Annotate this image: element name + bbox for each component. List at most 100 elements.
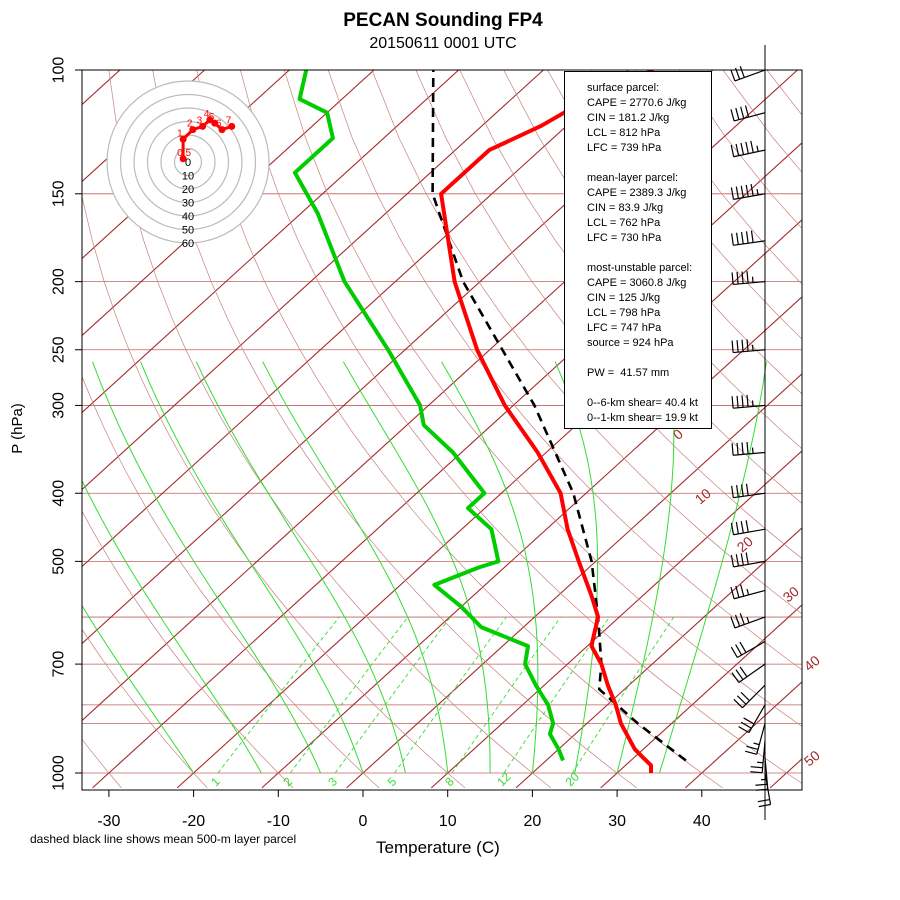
- wind-barb: [731, 230, 766, 246]
- isotherm-line: [346, 373, 802, 789]
- dry-adiabat-line: [108, 70, 552, 789]
- hodograph-ring-label: 0: [185, 157, 191, 169]
- wind-barb-half-flag: [753, 742, 760, 746]
- wind-barb-flag: [744, 105, 750, 118]
- wind-barb-flag: [740, 231, 744, 245]
- wind-barb-flag: [741, 442, 744, 455]
- hodograph-point-label: 1: [177, 128, 183, 139]
- wind-barb-flag: [739, 66, 745, 78]
- wind-barb: [730, 140, 766, 158]
- y-tick-label: 250: [51, 336, 68, 363]
- wind-barb-flag: [758, 803, 771, 808]
- dry-adiabat-line: [283, 70, 802, 727]
- hodograph-point: [228, 122, 236, 130]
- moist-adiabat-line: [195, 361, 406, 774]
- x-tick-label: -10: [267, 813, 290, 830]
- wind-barb-flag: [736, 340, 739, 353]
- wind-barb: [730, 183, 766, 200]
- wind-barb-flag: [736, 695, 747, 705]
- wind-barb-flag: [755, 783, 768, 786]
- mixing-ratio-line: [503, 616, 610, 774]
- hodograph-point: [179, 155, 187, 163]
- x-tick-label: -30: [97, 813, 120, 830]
- wind-barb: [731, 339, 766, 354]
- isotherm-line: [92, 142, 802, 789]
- wind-barb-half-flag: [756, 145, 759, 152]
- x-axis-label: Temperature (C): [376, 838, 500, 857]
- wind-barb-flag: [731, 672, 740, 683]
- wind-barb-flag: [730, 587, 735, 599]
- wind-barb-flag: [745, 231, 749, 244]
- wind-barb: [731, 441, 766, 456]
- hodograph-point-label: 5: [209, 112, 215, 123]
- temperature-profile-line: [439, 70, 655, 773]
- x-tick-label: 40: [693, 813, 711, 830]
- chart-subtitle: 20150611 0001 UTC: [369, 35, 517, 52]
- wind-barb-flag: [730, 187, 735, 200]
- mean-layer-lfc: LFC = 730 hPa: [587, 232, 662, 244]
- wind-barb: [730, 105, 766, 122]
- wind-barb-flag: [740, 484, 744, 497]
- isotherm-line: [600, 604, 802, 789]
- dry-adiabat-line: [678, 70, 802, 230]
- wind-barb: [731, 271, 766, 286]
- wind-barb-flag: [731, 272, 734, 285]
- y-tick-label: 300: [51, 392, 68, 419]
- wind-barb-flag: [739, 613, 745, 625]
- wind-barb-flag: [745, 141, 749, 154]
- dry-adiabat-line: [240, 70, 802, 784]
- hodograph-point: [211, 119, 219, 127]
- y-axis-label: P (hPa): [8, 403, 26, 454]
- dry-adiabat-line: [766, 70, 802, 116]
- wind-barb-flag: [731, 396, 734, 409]
- most-unstable-cape: CAPE = 3060.8 J/kg: [587, 277, 687, 289]
- isotherm-label: 40: [801, 652, 823, 674]
- wind-barb-staff: [764, 757, 769, 790]
- dry-adiabat-line: [371, 70, 802, 615]
- wind-barb-flag: [740, 521, 744, 534]
- hodograph-ring: [173, 147, 203, 177]
- wind-barb: [744, 723, 766, 755]
- y-tick-label: 150: [51, 180, 68, 207]
- moist-adiabat-line: [140, 361, 364, 774]
- wind-barb: [755, 757, 769, 791]
- most-unstable-lfc: LFC = 747 hPa: [587, 322, 662, 334]
- mean-layer-lcl: LCL = 762 hPa: [587, 217, 661, 229]
- wind-barb-flag: [741, 271, 744, 284]
- mixing-ratio-label: 3: [325, 774, 340, 789]
- wind-barb: [731, 394, 766, 409]
- most-unstable-lcl: LCL = 798 hPa: [587, 307, 661, 319]
- precipitable-water: PW = 41.57 mm: [587, 367, 670, 379]
- wind-barb-flag: [740, 142, 745, 155]
- hodograph-ring-label: 50: [182, 225, 194, 237]
- wind-barb-flag: [755, 788, 768, 791]
- hodograph-point: [189, 126, 197, 134]
- wind-barb: [750, 740, 766, 774]
- plot-frame: [81, 69, 803, 791]
- dewpoint-profile-line: [292, 70, 565, 762]
- wind-barb-half-flag: [757, 761, 764, 764]
- y-tick-label: 500: [51, 548, 68, 575]
- hodograph-ring-label: 60: [182, 238, 194, 250]
- wind-barb-flag: [750, 183, 754, 196]
- hodograph-point-label: 3: [197, 115, 203, 126]
- wind-barb-flag: [730, 555, 735, 568]
- parcel-info-panel: surface parcel: CAPE = 2770.6 J/kg CIN =…: [564, 71, 712, 429]
- wind-barb-flag: [733, 698, 743, 709]
- wind-barb: [733, 684, 766, 709]
- wind-barb-flag: [745, 483, 749, 496]
- mixing-ratio-line: [217, 616, 340, 774]
- dry-adiabat-line: [722, 70, 802, 173]
- mixing-ratio-line: [334, 616, 451, 774]
- wind-barb-flag: [740, 106, 745, 119]
- wind-barb: [730, 584, 766, 600]
- chart-title: PECAN Sounding FP4: [343, 10, 543, 31]
- wind-barb-flag: [735, 554, 740, 567]
- hodograph-point-label: 7: [226, 115, 232, 126]
- hodograph-ring-label: 10: [182, 171, 194, 183]
- mixing-ratio-line: [451, 616, 561, 774]
- wind-barb-flag: [746, 339, 749, 352]
- wind-barb-flag: [757, 798, 770, 803]
- wind-barb-flag: [735, 485, 739, 498]
